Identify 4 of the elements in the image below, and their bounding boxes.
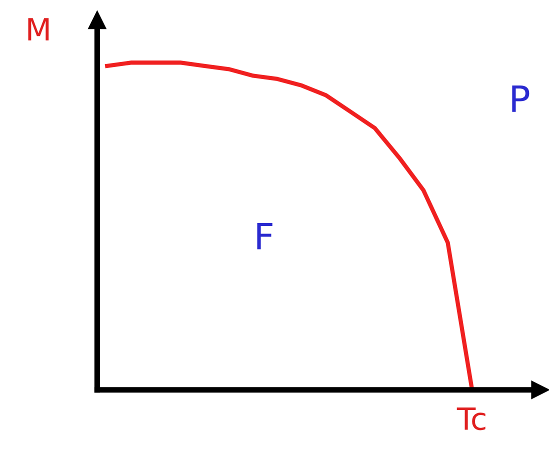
y-axis-title: M [28,18,49,40]
annotation: F [257,222,272,250]
text: P [512,86,530,112]
text: Tc [456,407,486,430]
